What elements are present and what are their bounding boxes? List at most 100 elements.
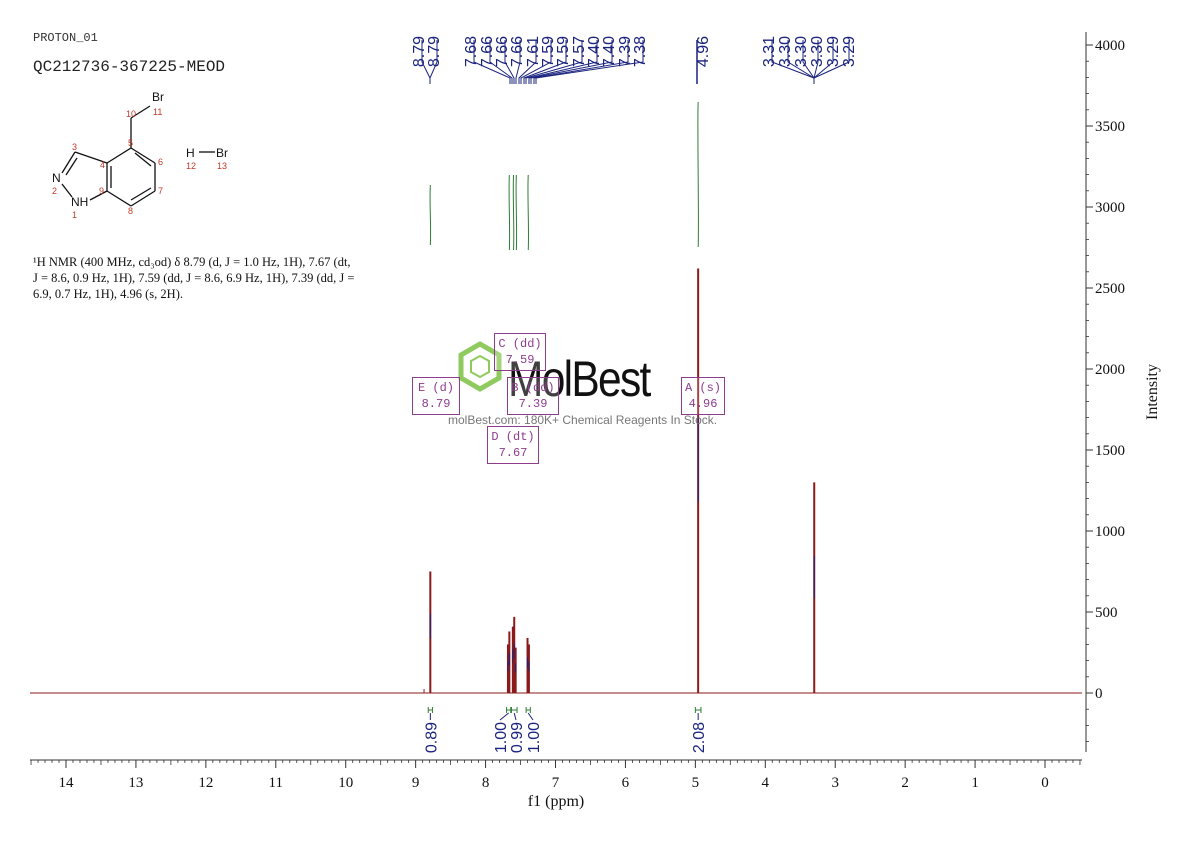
integral-curves (429, 101, 699, 251)
peak-ppm-label: 7.40 (601, 36, 618, 67)
x-tick-label: 14 (59, 775, 75, 791)
peak-label-connector (515, 40, 521, 84)
peak-label-d-shift: 7.67 (498, 446, 528, 460)
peak-label-connector (528, 40, 598, 84)
atom-num-9: 9 (99, 186, 104, 196)
peak-label-connector (520, 40, 552, 84)
integral-value: 1.00 (493, 722, 510, 753)
x-tick-label: 6 (622, 775, 630, 791)
y-tick-label: 1500 (1095, 443, 1125, 459)
peak-ppm-label: 7.59 (540, 36, 557, 67)
atom-num-10: 10 (126, 109, 136, 119)
peak-ppm-label: 8.79 (426, 36, 443, 67)
atom-br2-label: Br (216, 146, 228, 160)
spectrum-trace (30, 268, 1082, 694)
watermark-logo (458, 341, 502, 392)
peak-label-a: A (s) 4.96 (681, 377, 725, 415)
atom-num-7: 7 (158, 186, 163, 196)
integral-curve (515, 174, 518, 251)
nmr-description-line1: ¹H NMR (400 MHz, cd₃od) δ 8.79 (d, J = 1… (33, 255, 351, 269)
peak-label-connector (504, 40, 515, 84)
peak-label-e: E (d) 8.79 (412, 377, 460, 415)
x-tick-label: 3 (831, 775, 839, 791)
peak-ppm-label: 3.31 (761, 36, 778, 67)
atom-nh-num: 1 (72, 210, 77, 220)
atom-num-8: 8 (128, 206, 133, 216)
atom-br-label: Br (152, 90, 164, 104)
peak-label-connector (473, 40, 511, 84)
atom-num-5: 5 (128, 138, 133, 148)
peak-label-b-shift: 7.39 (518, 397, 548, 411)
y-tick-label: 3000 (1095, 200, 1125, 216)
atom-h-label: H (186, 146, 195, 160)
peak-label-d-type: D (dt) (491, 430, 535, 444)
integral-curve (429, 184, 432, 246)
peak-label-d: D (dt) 7.67 (487, 426, 539, 464)
x-tick-label: 5 (692, 775, 700, 791)
y-tick-label: 2000 (1095, 362, 1125, 378)
peak-label-connector (429, 40, 438, 84)
atom-br2-num: 13 (217, 161, 227, 171)
peak-ppm-label: 7.59 (555, 36, 572, 67)
atom-n-num: 2 (52, 186, 57, 196)
y-tick-label: 500 (1095, 605, 1118, 621)
peak-label-connector (813, 40, 850, 84)
y-tick-label: 4000 (1095, 38, 1125, 54)
peak-ppm-label: 7.68 (463, 36, 480, 67)
x-tick-label: 12 (198, 775, 213, 791)
peak-ppm-label: 8.79 (411, 36, 428, 67)
peak-label-connector (533, 40, 629, 84)
peak-label-e-shift: 8.79 (421, 397, 451, 411)
atom-num-4: 4 (100, 160, 105, 170)
peak-label-b: B (dd) 7.39 (507, 377, 559, 415)
x-tick-label: 1 (971, 775, 979, 791)
y-axis-title: Intensity (1144, 364, 1161, 420)
x-tick-label: 10 (338, 775, 353, 791)
peak-ppm-label: 3.30 (793, 36, 810, 67)
integral-curve (512, 174, 515, 251)
experiment-title: PROTON_01 (33, 31, 98, 45)
molecule-structure: Br 11 N 2 NH 1 H 12 Br 13 10 3 4 5 6 7 8… (52, 90, 228, 220)
peak-label-a-type: A (s) (684, 381, 721, 395)
peak-ppm-label: 7.66 (479, 36, 496, 67)
x-axis-title: f1 (ppm) (528, 793, 584, 810)
integral-curve (527, 174, 530, 251)
peak-ppm-label: 7.39 (617, 36, 634, 67)
y-tick-label: 0 (1095, 686, 1103, 702)
peak-ppm-label: 7.40 (586, 36, 603, 67)
integral-value: 0.99 (509, 722, 526, 753)
peak-label-connector (518, 40, 537, 84)
nmr-description: ¹H NMR (400 MHz, cd₃od) δ 8.79 (d, J = 1… (33, 254, 393, 302)
peak-label-connector (530, 40, 613, 84)
x-tick-label: 11 (269, 775, 283, 791)
nmr-description-line3: 6.9, 0.7 Hz, 1H), 4.96 (s, 2H). (33, 287, 183, 301)
peak-ppm-label: 7.57 (571, 36, 588, 67)
axes: 14 13 12 11 10 9 8 7 6 5 4 3 2 1 0f1 (ppm)050010001500… (30, 32, 1161, 810)
peak-ppm-label: 7.38 (632, 36, 649, 67)
peak-label-e-type: E (d) (417, 381, 454, 395)
integral-value: 2.08 (691, 722, 708, 753)
atom-num-3: 3 (72, 142, 77, 152)
peak-label-c: C (dd) 7.59 (494, 333, 546, 371)
x-tick-label: 2 (901, 775, 909, 791)
peak-label-a-shift: 4.96 (688, 397, 718, 411)
integral-curve (508, 174, 511, 251)
y-tick-label: 1000 (1095, 524, 1125, 540)
peak-label-c-type: C (dd) (498, 337, 542, 351)
atom-nh-label: NH (71, 195, 88, 209)
atom-num-6: 6 (158, 157, 163, 167)
x-tick-label: 13 (128, 775, 143, 791)
integral-connector (499, 712, 509, 721)
x-tick-label: 0 (1041, 775, 1049, 791)
atom-h-num: 12 (186, 161, 196, 171)
peak-label-connector (535, 40, 644, 84)
peak-label-connector (523, 40, 567, 84)
peak-ppm-label: 7.66 (494, 36, 511, 67)
atom-br-num: 11 (153, 107, 162, 117)
nmr-description-line2: J = 8.6, 0.9 Hz, 1H), 7.59 (dd, J = 8.6,… (33, 271, 355, 285)
peak-ppm-label: 7.61 (525, 36, 542, 67)
integral-value: 0.89 (423, 722, 440, 753)
x-tick-label: 4 (762, 775, 770, 791)
peak-ppm-labels: 8.798.79 7.68 7.667.667.66 7.617.597.59 7.57… (411, 36, 858, 84)
